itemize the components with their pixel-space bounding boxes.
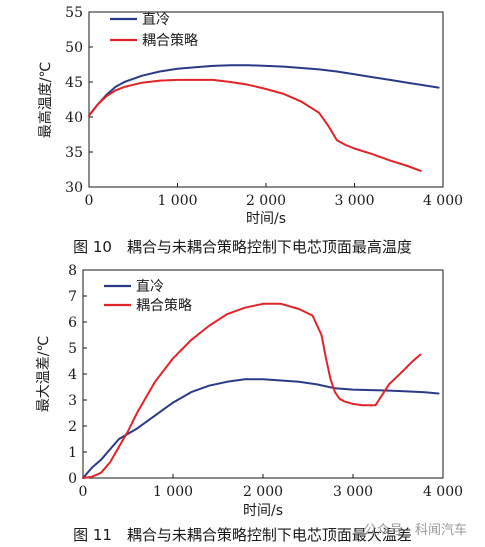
series-line-direct-cooling [82, 378, 440, 479]
x-tick-label: 0 [79, 484, 88, 500]
series-line-direct-cooling [88, 64, 440, 117]
y-tick-label: 4 [68, 367, 77, 383]
x-axis-title: 时间/s [246, 211, 286, 227]
legend-label-direct-cooling: 直冷 [136, 278, 164, 295]
x-tick-label: 1 000 [153, 484, 193, 500]
chart-max-temperature: 0 1 000 2 000 3 000 4 000 30 35 40 45 50 55 直冷 耦合策… [37, 5, 463, 227]
y-tick-label: 1 [68, 445, 77, 461]
figure-caption-11: 图 11 耦合与未耦合策略控制下电芯顶面最大温差 [73, 526, 412, 544]
figure-caption-10: 图 10 耦合与未耦合策略控制下电芯顶面最高温度 [73, 238, 412, 256]
y-axis-title: 最高温度/℃ [37, 62, 54, 138]
x-tick-label: 3 000 [334, 193, 374, 209]
ticks-group: 0 1 000 2 000 3 000 4 000 0 1 2 3 4 5 6 7 8 [68, 263, 463, 500]
x-tick-label: 4 000 [423, 193, 463, 209]
x-tick-label: 3 000 [333, 484, 373, 500]
x-tick-label: 0 [85, 193, 94, 209]
watermark: 公众号 · 科闻汽车 [363, 523, 467, 538]
y-tick-label: 3 [68, 393, 77, 409]
y-tick-label: 7 [68, 289, 77, 305]
series-lines [88, 64, 440, 172]
y-tick-label: 0 [68, 471, 77, 487]
y-tick-label: 8 [68, 263, 77, 279]
legend: 直冷 耦合策略 [104, 278, 192, 314]
legend-label-direct-cooling: 直冷 [142, 11, 170, 28]
chart-max-temperature-difference: 0 1 000 2 000 3 000 4 000 0 1 2 3 4 5 6 7 8 直冷 耦合策略 时… [36, 263, 463, 519]
legend-label-coupled-strategy: 耦合策略 [136, 297, 192, 314]
series-line-coupled-strategy [88, 78, 422, 172]
x-tick-label: 2 000 [246, 193, 286, 209]
x-tick-label: 4 000 [423, 484, 463, 500]
x-tick-label: 1 000 [157, 193, 197, 209]
legend-label-coupled-strategy: 耦合策略 [142, 32, 198, 49]
x-axis-title: 时间/s [243, 503, 283, 519]
y-tick-label: 35 [65, 145, 83, 161]
y-tick-label: 50 [65, 40, 83, 56]
y-tick-label: 40 [65, 110, 83, 126]
y-axis-title: 最大温差/℃ [36, 336, 52, 412]
series-line-coupled-strategy [82, 302, 422, 479]
ticks-group: 0 1 000 2 000 3 000 4 000 30 35 40 45 50 55 [65, 5, 463, 209]
y-tick-label: 6 [68, 315, 77, 331]
legend: 直冷 耦合策略 [110, 11, 198, 49]
y-tick-label: 45 [65, 75, 83, 91]
x-tick-label: 2 000 [243, 484, 283, 500]
y-tick-label: 2 [68, 419, 77, 435]
series-lines [82, 302, 440, 479]
y-tick-label: 55 [65, 5, 83, 21]
y-tick-label: 30 [65, 180, 83, 196]
y-tick-label: 5 [68, 341, 77, 357]
